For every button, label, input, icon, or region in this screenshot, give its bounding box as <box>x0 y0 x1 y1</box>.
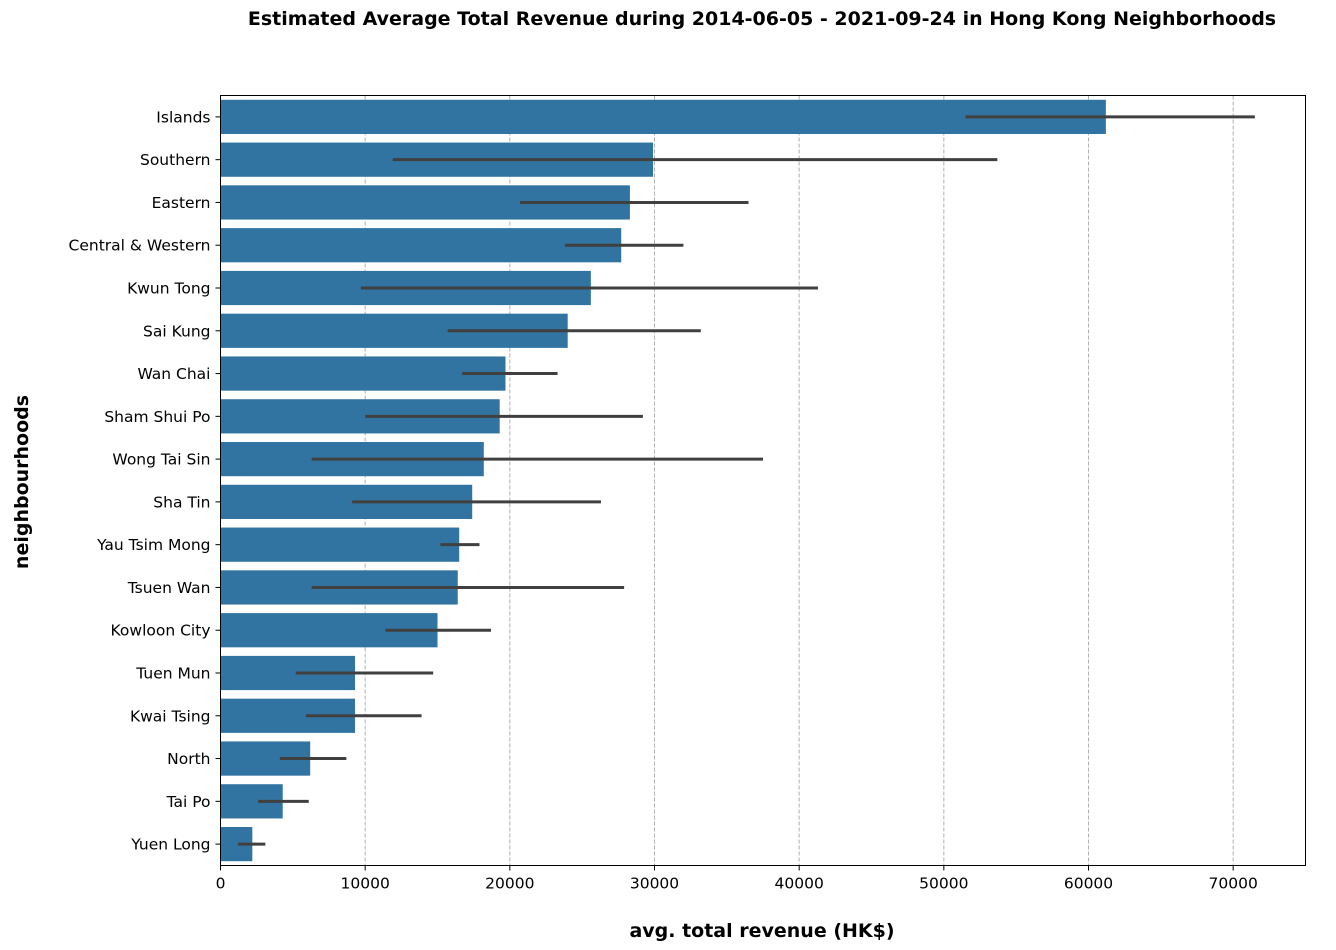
x-tick-label: 40000 <box>775 875 824 893</box>
y-tick-label: Sham Shui Po <box>104 408 210 426</box>
y-tick-label: Islands <box>156 108 210 126</box>
y-tick-label: North <box>167 750 210 768</box>
y-tick-label: Kowloon City <box>111 622 211 640</box>
grid-lines <box>364 95 1234 866</box>
y-tick-label: Wan Chai <box>137 365 210 383</box>
bar <box>220 99 1106 134</box>
y-tick-label: Eastern <box>152 194 211 212</box>
y-axis-label: neighbourhoods <box>11 395 33 569</box>
x-axis-ticks: 0 10000 20000 30000 40000 50000 60000 70000 <box>216 865 1258 893</box>
bars <box>220 99 1106 862</box>
bar <box>220 356 506 391</box>
y-tick-label: Yuen Long <box>130 836 210 854</box>
plot-frame <box>220 95 1306 866</box>
y-tick-label: Yau Tsim Mong <box>96 536 210 554</box>
error-bars <box>237 115 1255 846</box>
x-tick-label: 30000 <box>630 875 679 893</box>
bar <box>220 228 622 263</box>
y-axis-ticks: Islands Southern Eastern Central & Western K… <box>69 108 221 854</box>
x-tick-label: 50000 <box>919 875 968 893</box>
y-tick-label: Central & Western <box>69 237 211 255</box>
x-tick-label: 20000 <box>485 875 534 893</box>
chart-title: Estimated Average Total Revenue during 2… <box>248 8 1276 30</box>
x-tick-label: 0 <box>216 875 226 893</box>
y-tick-label: Sha Tin <box>153 493 210 511</box>
y-tick-label: Kwai Tsing <box>130 707 211 725</box>
y-tick-label: Southern <box>140 151 211 169</box>
y-tick-label: Kwun Tong <box>127 280 210 298</box>
y-tick-label: Wong Tai Sin <box>112 451 210 469</box>
y-tick-label: Tsuen Wan <box>127 579 211 597</box>
y-tick-label: Tuen Mun <box>135 665 210 683</box>
bar <box>220 527 460 562</box>
x-axis-label: avg. total revenue (HK$) <box>629 920 894 942</box>
x-tick-label: 60000 <box>1064 875 1113 893</box>
y-tick-label: Sai Kung <box>143 322 210 340</box>
x-tick-label: 70000 <box>1209 875 1258 893</box>
x-tick-label: 10000 <box>341 875 390 893</box>
y-tick-label: Tai Po <box>166 793 211 811</box>
